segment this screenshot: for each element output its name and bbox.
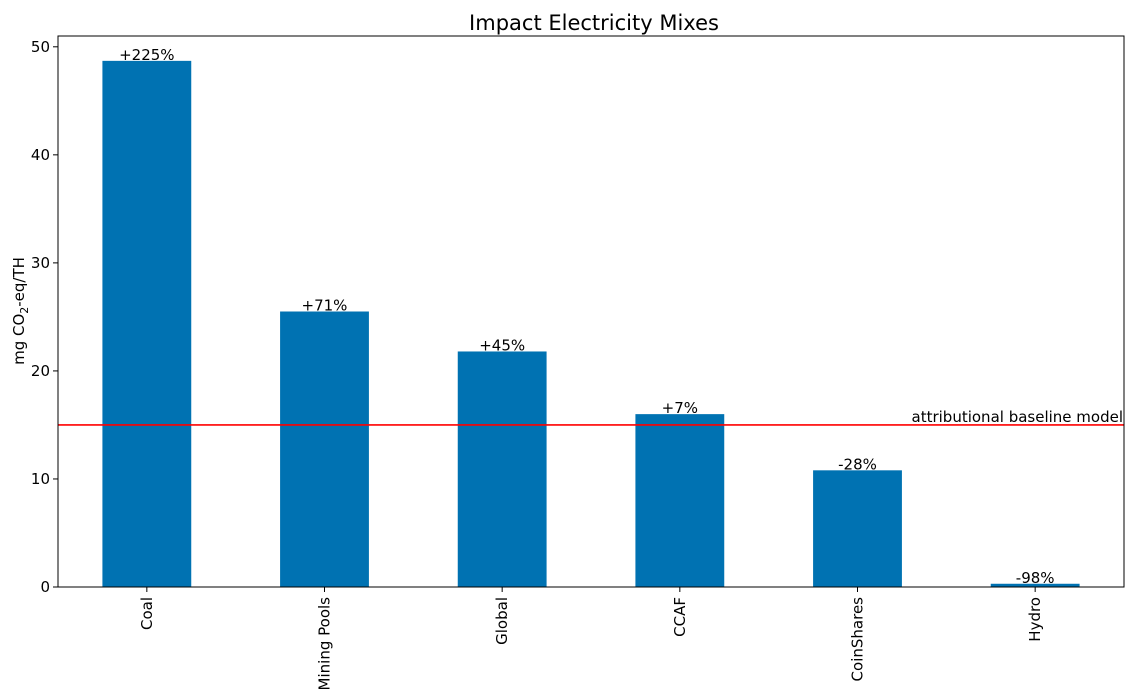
y-axis-label: mg CO2-eq/TH	[10, 257, 31, 365]
y-tick-label: 50	[31, 38, 50, 56]
y-tick-label: 10	[31, 470, 50, 488]
bar-data-labels: +225% +71% +45% +7% -28% -98%	[119, 46, 1054, 587]
plot-frame	[58, 36, 1124, 587]
x-tick-label: Mining Pools	[316, 597, 334, 691]
baseline-reference-label: attributional baseline model	[912, 408, 1123, 426]
x-axis-ticks: Coal Mining Pools Global CCAF CoinShares Hydr…	[138, 587, 1044, 690]
x-tick-label: Global	[493, 597, 511, 645]
bar-data-label: +71%	[302, 297, 348, 315]
y-tick-label: 20	[31, 362, 50, 380]
bar	[280, 312, 369, 588]
chart-title: Impact Electricity Mixes	[469, 11, 719, 35]
bar-data-label: +45%	[479, 336, 525, 354]
bars	[102, 61, 1079, 587]
bar	[813, 470, 902, 587]
svg-text:mg CO2-eq/TH: mg CO2-eq/TH	[10, 257, 31, 365]
x-tick-label: Coal	[138, 597, 156, 630]
bar-data-label: +225%	[119, 46, 174, 64]
bar-data-label: -28%	[838, 455, 877, 473]
y-axis-label-main: mg CO	[10, 314, 28, 365]
x-tick-label: CCAF	[671, 597, 689, 637]
bar-data-label: +7%	[662, 399, 698, 417]
y-tick-label: 0	[40, 578, 50, 596]
y-axis-ticks: 0 10 20 30 40 50	[31, 38, 58, 596]
bar-data-label: -98%	[1016, 569, 1055, 587]
y-axis-label-suffix: -eq/TH	[10, 257, 28, 307]
bar	[102, 61, 191, 587]
y-tick-label: 30	[31, 254, 50, 272]
bar	[458, 351, 547, 587]
x-tick-label: Hydro	[1026, 597, 1044, 642]
bar	[635, 414, 724, 587]
x-tick-label: CoinShares	[849, 597, 867, 682]
y-axis-label-subscript: 2	[18, 307, 31, 314]
y-tick-label: 40	[31, 146, 50, 164]
